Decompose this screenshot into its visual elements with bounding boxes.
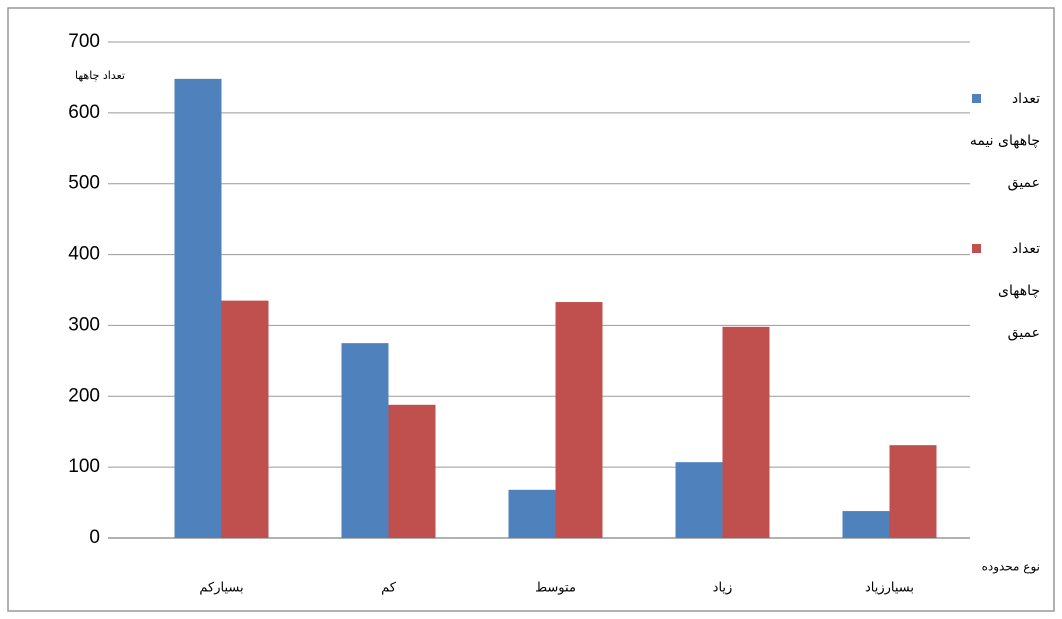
x-tick-label: بسیارزیاد: [865, 581, 914, 596]
y-axis-label: تعداد چاهها: [75, 69, 125, 82]
y-tick-label: 500: [68, 173, 100, 194]
legend-marker: [972, 94, 981, 103]
bar: [675, 462, 723, 538]
y-tick-label: 0: [89, 527, 100, 548]
chart-border: [7, 7, 1055, 612]
bar: [842, 511, 890, 538]
x-tick-label: بسیارکم: [199, 581, 243, 596]
bar: [555, 302, 603, 538]
y-tick-label: 700: [68, 31, 100, 52]
x-tick-label: زیاد: [713, 581, 733, 596]
bar: [174, 78, 222, 539]
bar: [388, 404, 436, 538]
y-tick-label: 100: [68, 456, 100, 477]
bar: [889, 445, 937, 538]
bar: [341, 343, 389, 538]
bar: [508, 489, 556, 538]
x-tick-label: کم: [381, 581, 397, 596]
bar: [221, 300, 269, 538]
legend-label: تعداد چاههای نیمه عمیق: [969, 91, 1040, 191]
y-tick-label: 400: [68, 244, 100, 265]
y-tick-label: 200: [68, 385, 100, 406]
legend-marker: [972, 244, 981, 253]
bar: [722, 326, 770, 538]
x-tick-label: متوسط: [535, 581, 576, 596]
y-tick-label: 600: [68, 102, 100, 123]
legend-label: تعداد چاههای عمیق: [998, 241, 1040, 341]
y-tick-label: 300: [68, 314, 100, 335]
x-axis-label: نوع محدوده: [982, 560, 1040, 575]
